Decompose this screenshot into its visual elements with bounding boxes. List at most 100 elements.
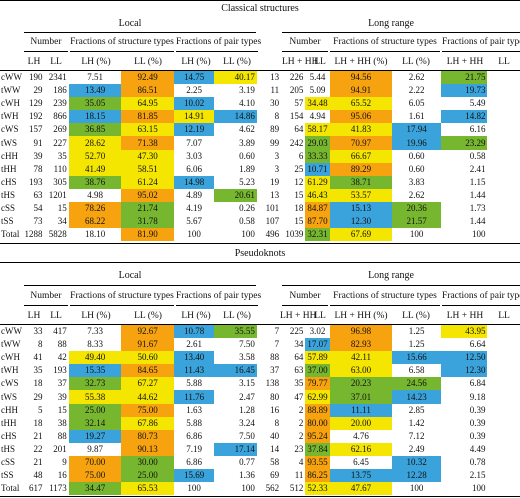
col-ll-pct-2: LL (%): [223, 57, 251, 67]
table-cell: 18.15: [68, 110, 122, 124]
table-cell: 0.39: [469, 417, 486, 428]
table-cell: 17.94: [392, 123, 441, 137]
table-cell: 95.06: [329, 110, 393, 124]
table-cell: 3: [274, 150, 280, 161]
table-cell: 37.01: [329, 390, 393, 404]
table-cell: 17.07: [305, 338, 330, 352]
table-cell: 0.39: [469, 430, 486, 441]
col-lh-pct-2: LH (%): [181, 57, 211, 67]
table-cell: 18: [33, 378, 43, 389]
table-cell: 4.49: [469, 443, 486, 454]
table-cell: 1.25: [408, 339, 425, 350]
table-row: tSS 48 16 75.00 25.00 15.69 1.36 69 11 86.25 13.75…: [0, 469, 520, 483]
pseudoknot-title-rule: [0, 262, 520, 263]
table-cell: 50.60: [121, 351, 174, 365]
sub-rule-1d: [282, 51, 328, 52]
long-range-group-label-2: Long range: [368, 270, 414, 281]
table-cell: 95.02: [121, 188, 174, 202]
fpt-header-long: Fractions of pair types: [442, 37, 520, 47]
table-cell: 37: [57, 378, 67, 389]
table-cell: 2.49: [408, 443, 425, 454]
table-cell: 91.67: [121, 338, 174, 352]
table-row: tWS 91 227 28.62 71.38 7.07 3.89 99 242 29.03 70.9…: [0, 136, 520, 150]
table-cell: 35.55: [214, 325, 257, 339]
table-cell: 5: [38, 404, 43, 415]
table-cell: 10.71: [305, 162, 330, 176]
table-cell: 100: [471, 483, 486, 494]
table-cell: 47.67: [329, 482, 393, 496]
table-cell: 86.25: [305, 469, 330, 483]
table-cell: 13.40: [173, 351, 215, 365]
table-cell: 11.76: [173, 390, 215, 404]
table-cell: 5.09: [309, 85, 326, 96]
fst-header-long: Fractions of structure types: [333, 37, 437, 47]
table-cell: 4.10: [239, 98, 255, 109]
fst-header-local: Fractions of structure types: [70, 37, 174, 47]
table-cell: 65.53: [121, 482, 174, 496]
col-ll-pct-long: LL (%): [402, 57, 430, 67]
table-cell: 80.00: [305, 416, 330, 430]
table-cell: 37.84: [305, 442, 330, 456]
table-cell: 95.24: [305, 429, 330, 443]
table-cell: 186: [53, 85, 67, 96]
table-cell: 3.03: [186, 150, 203, 161]
table-cell: 23.29: [440, 136, 488, 150]
table-row: Total 1288 5828 18.10 81.90 100 100 496 1039 32.3…: [0, 228, 520, 242]
table-cell: 15.66: [392, 351, 441, 365]
table-cell: 205: [289, 85, 304, 96]
table-cell: 43.95: [440, 325, 488, 339]
table-cell: 20.61: [214, 188, 257, 202]
table-cell: 19.73: [440, 84, 488, 98]
table-cell: 67.27: [121, 377, 174, 391]
table-row: cWH 41 42 49.40 50.60 13.40 3.58 88 64 57.89 42.11…: [0, 351, 520, 365]
row-label: tSS: [1, 470, 14, 481]
table-cell: 1.36: [239, 470, 255, 481]
table-cell: 57: [294, 98, 304, 109]
table-cell: 42: [57, 352, 67, 363]
table-cell: 13: [270, 189, 280, 200]
row-label: cWH: [1, 98, 20, 109]
table-row: tWW 29 186 13.49 86.51 2.25 3.19 11 205 5.09 94.91…: [0, 84, 520, 98]
table-cell: 91: [33, 137, 43, 148]
table-cell: 15.13: [329, 201, 393, 216]
table-cell: 44.62: [121, 390, 174, 404]
group-rule-local: [24, 32, 256, 33]
table-cell: 47: [294, 391, 304, 402]
table-cell: 100: [409, 483, 424, 494]
table-cell: 0.26: [239, 202, 255, 213]
table-cell: 1288: [24, 229, 43, 240]
table-cell: 8: [274, 417, 280, 428]
table-row: cWH 129 239 35.05 64.95 10.02 4.10 30 57 34.48 65.…: [0, 97, 520, 111]
classical-table: cWW 190 2341 7.51 92.49 14.75 40.17 13 226 5.44 94…: [0, 71, 520, 242]
table-cell: 16: [270, 404, 280, 415]
table-cell: 21.57: [392, 215, 441, 229]
table-cell: 35: [33, 365, 43, 376]
row-label: cHS: [1, 176, 17, 187]
fpt-header-long-2: Fractions of pair types: [442, 291, 520, 301]
table-cell: 2.47: [239, 391, 255, 402]
table-cell: 5.23: [239, 176, 255, 187]
table-cell: 37.00: [305, 364, 330, 378]
row-label: cWS: [1, 378, 19, 389]
table-cell: 40: [270, 430, 280, 441]
table-cell: 12.30: [440, 364, 488, 378]
table-row: tWH 192 866 18.15 81.85 14.91 14.86 8 154 4.94 95.…: [0, 110, 520, 124]
col-ll-pct-2-s2: LL (%): [223, 311, 251, 321]
table-cell: 562: [265, 483, 280, 494]
table-cell: 15.35: [68, 364, 122, 378]
table-row: tWW 8 88 8.33 91.67 2.61 7.50 7 34 17.07 82.93 1.25…: [0, 338, 520, 352]
table-cell: 34: [294, 339, 304, 350]
table-cell: 7: [274, 326, 280, 337]
table-cell: 78: [33, 163, 43, 174]
table-cell: 11.43: [173, 364, 215, 378]
table-cell: 129: [29, 98, 43, 109]
table-cell: 2341: [48, 72, 67, 83]
table-cell: 21.75: [440, 71, 488, 85]
col-lhhh-2-s2: LH + HH: [446, 311, 484, 321]
table-cell: 8: [274, 111, 280, 122]
table-cell: 11: [294, 470, 304, 481]
table-cell: 35.05: [68, 97, 122, 111]
table-cell: 0.39: [469, 404, 486, 415]
table-cell: 12.19: [173, 123, 215, 137]
group-rule-long-2: [282, 285, 520, 286]
